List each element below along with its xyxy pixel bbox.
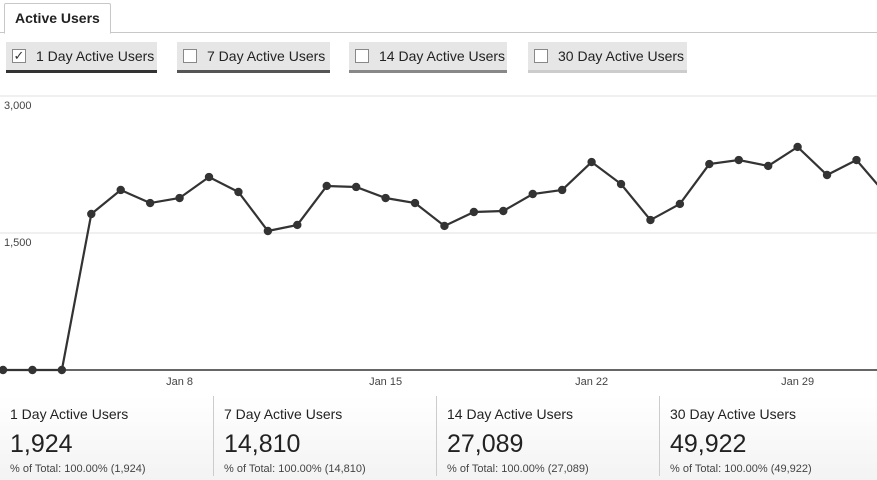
line-chart: 3,000 1,500 Jan 8 Jan 15 Jan 22 Jan 29 bbox=[0, 95, 877, 388]
series-color-line bbox=[349, 70, 507, 73]
checkbox[interactable] bbox=[534, 49, 548, 63]
metric-label: 7 Day Active Users bbox=[207, 48, 326, 64]
summary-card: 7 Day Active Users 14,810 % of Total: 100.… bbox=[213, 396, 436, 476]
metric-toggle-4[interactable]: 30 Day Active Users bbox=[528, 42, 687, 73]
data-point bbox=[440, 221, 449, 231]
data-point bbox=[675, 199, 685, 209]
summary-card: 1 Day Active Users 1,924 % of Total: 100.0… bbox=[0, 396, 213, 476]
data-point bbox=[410, 198, 420, 208]
data-point bbox=[116, 185, 125, 195]
x-tick-label: Jan 29 bbox=[781, 376, 814, 388]
data-point bbox=[469, 207, 479, 217]
series-color-line bbox=[528, 70, 687, 73]
series-line bbox=[3, 145, 877, 372]
summary-value: 1,924 bbox=[10, 430, 73, 458]
metric-label: 30 Day Active Users bbox=[558, 48, 685, 64]
data-point bbox=[734, 155, 743, 165]
data-point bbox=[763, 161, 773, 171]
data-point bbox=[87, 209, 96, 219]
metric-label: 14 Day Active Users bbox=[379, 48, 506, 64]
data-point bbox=[204, 172, 214, 182]
metric-toggle-1[interactable]: ✓ 1 Day Active Users bbox=[6, 42, 157, 73]
metric-toggle-3[interactable]: 14 Day Active Users bbox=[349, 42, 507, 73]
summary-value: 27,089 bbox=[447, 430, 524, 458]
series-color-line bbox=[177, 70, 330, 73]
series-color-line bbox=[6, 70, 157, 73]
data-point bbox=[705, 159, 714, 169]
data-point bbox=[322, 181, 331, 191]
data-point bbox=[587, 157, 596, 167]
y-tick-label: 1,500 bbox=[4, 237, 32, 249]
summary-card: 14 Day Active Users 27,089 % of Total: 100… bbox=[436, 396, 659, 476]
checkbox[interactable] bbox=[183, 49, 197, 63]
summary-percent: % of Total: 100.00% (14,810) bbox=[224, 463, 366, 475]
data-point bbox=[646, 215, 655, 225]
summary-label: 30 Day Active Users bbox=[670, 406, 797, 422]
data-point bbox=[822, 170, 832, 180]
summary-label: 14 Day Active Users bbox=[447, 406, 574, 422]
data-point bbox=[234, 187, 243, 197]
x-tick-label: Jan 22 bbox=[575, 376, 608, 388]
summary-percent: % of Total: 100.00% (49,922) bbox=[670, 463, 812, 475]
data-point bbox=[145, 198, 155, 208]
tab-active-users[interactable]: Active Users bbox=[4, 3, 111, 34]
summary-bar: 1 Day Active Users 1,924 % of Total: 100.0… bbox=[0, 396, 877, 480]
data-point bbox=[0, 365, 8, 375]
checkbox[interactable] bbox=[355, 49, 369, 63]
metric-label: 1 Day Active Users bbox=[36, 48, 155, 64]
data-point bbox=[28, 365, 37, 375]
checkbox[interactable]: ✓ bbox=[12, 48, 26, 63]
summary-card: 30 Day Active Users 49,922 % of Total: 100… bbox=[659, 396, 877, 476]
summary-label: 7 Day Active Users bbox=[224, 406, 343, 422]
summary-percent: % of Total: 100.00% (1,924) bbox=[10, 463, 146, 475]
data-point bbox=[499, 206, 508, 216]
summary-percent: % of Total: 100.00% (27,089) bbox=[447, 463, 589, 475]
data-point bbox=[381, 193, 390, 203]
tab-bar: Active Users bbox=[0, 0, 877, 34]
data-point bbox=[351, 182, 361, 192]
summary-value: 14,810 bbox=[224, 430, 301, 458]
data-point bbox=[616, 179, 626, 189]
data-point bbox=[175, 193, 184, 203]
data-point bbox=[293, 220, 302, 230]
summary-value: 49,922 bbox=[670, 430, 747, 458]
data-point bbox=[57, 365, 67, 375]
data-point bbox=[557, 185, 567, 195]
summary-label: 1 Day Active Users bbox=[10, 406, 129, 422]
y-tick-label: 3,000 bbox=[4, 100, 32, 112]
data-point bbox=[528, 189, 537, 199]
x-tick-label: Jan 8 bbox=[166, 376, 193, 388]
data-point bbox=[793, 142, 802, 152]
metric-toggle-2[interactable]: 7 Day Active Users bbox=[177, 42, 330, 73]
data-point bbox=[852, 155, 861, 165]
data-point bbox=[263, 226, 273, 236]
x-tick-label: Jan 15 bbox=[369, 376, 402, 388]
